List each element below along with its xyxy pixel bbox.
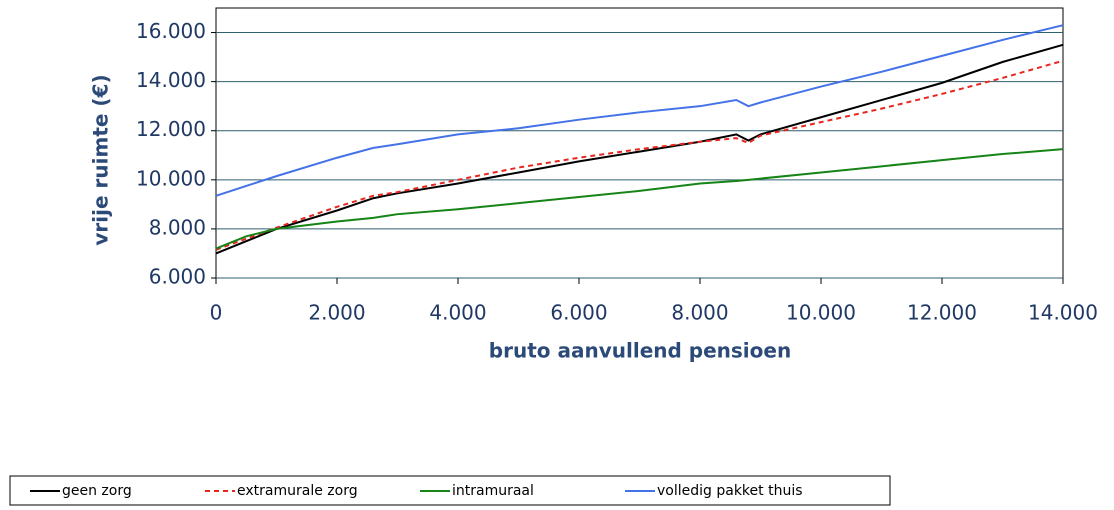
x-tick-label: 12.000 [907,301,977,325]
x-tick-label: 14.000 [1028,301,1098,325]
x-axis-title: bruto aanvullend pensioen [489,339,791,363]
y-axis-title: vrije ruimte (€) [89,74,113,245]
x-tick-label: 2.000 [308,301,365,325]
series-line [215,59,1064,251]
y-tick-label: 14.000 [136,68,206,92]
x-tick-label: 10.000 [786,301,856,325]
legend-label: extramurale zorg [237,483,358,499]
x-tick-label: 6.000 [550,301,607,325]
legend-label: volledig pakket thuis [657,483,803,499]
y-tick-label: 12.000 [136,117,206,141]
x-tick-label: 0 [210,301,223,325]
series-line [215,148,1064,250]
x-tick-label: 8.000 [671,301,728,325]
y-tick-label: 10.000 [136,166,206,190]
legend-label: intramuraal [452,483,534,499]
plot-area [215,7,1064,279]
y-tick-label: 6.000 [149,265,206,289]
y-tick-label: 8.000 [149,215,206,239]
series-line [215,43,1064,255]
series-line [215,24,1064,197]
x-tick-label: 4.000 [429,301,486,325]
legend-label: geen zorg [62,483,132,499]
y-tick-label: 16.000 [136,19,206,43]
